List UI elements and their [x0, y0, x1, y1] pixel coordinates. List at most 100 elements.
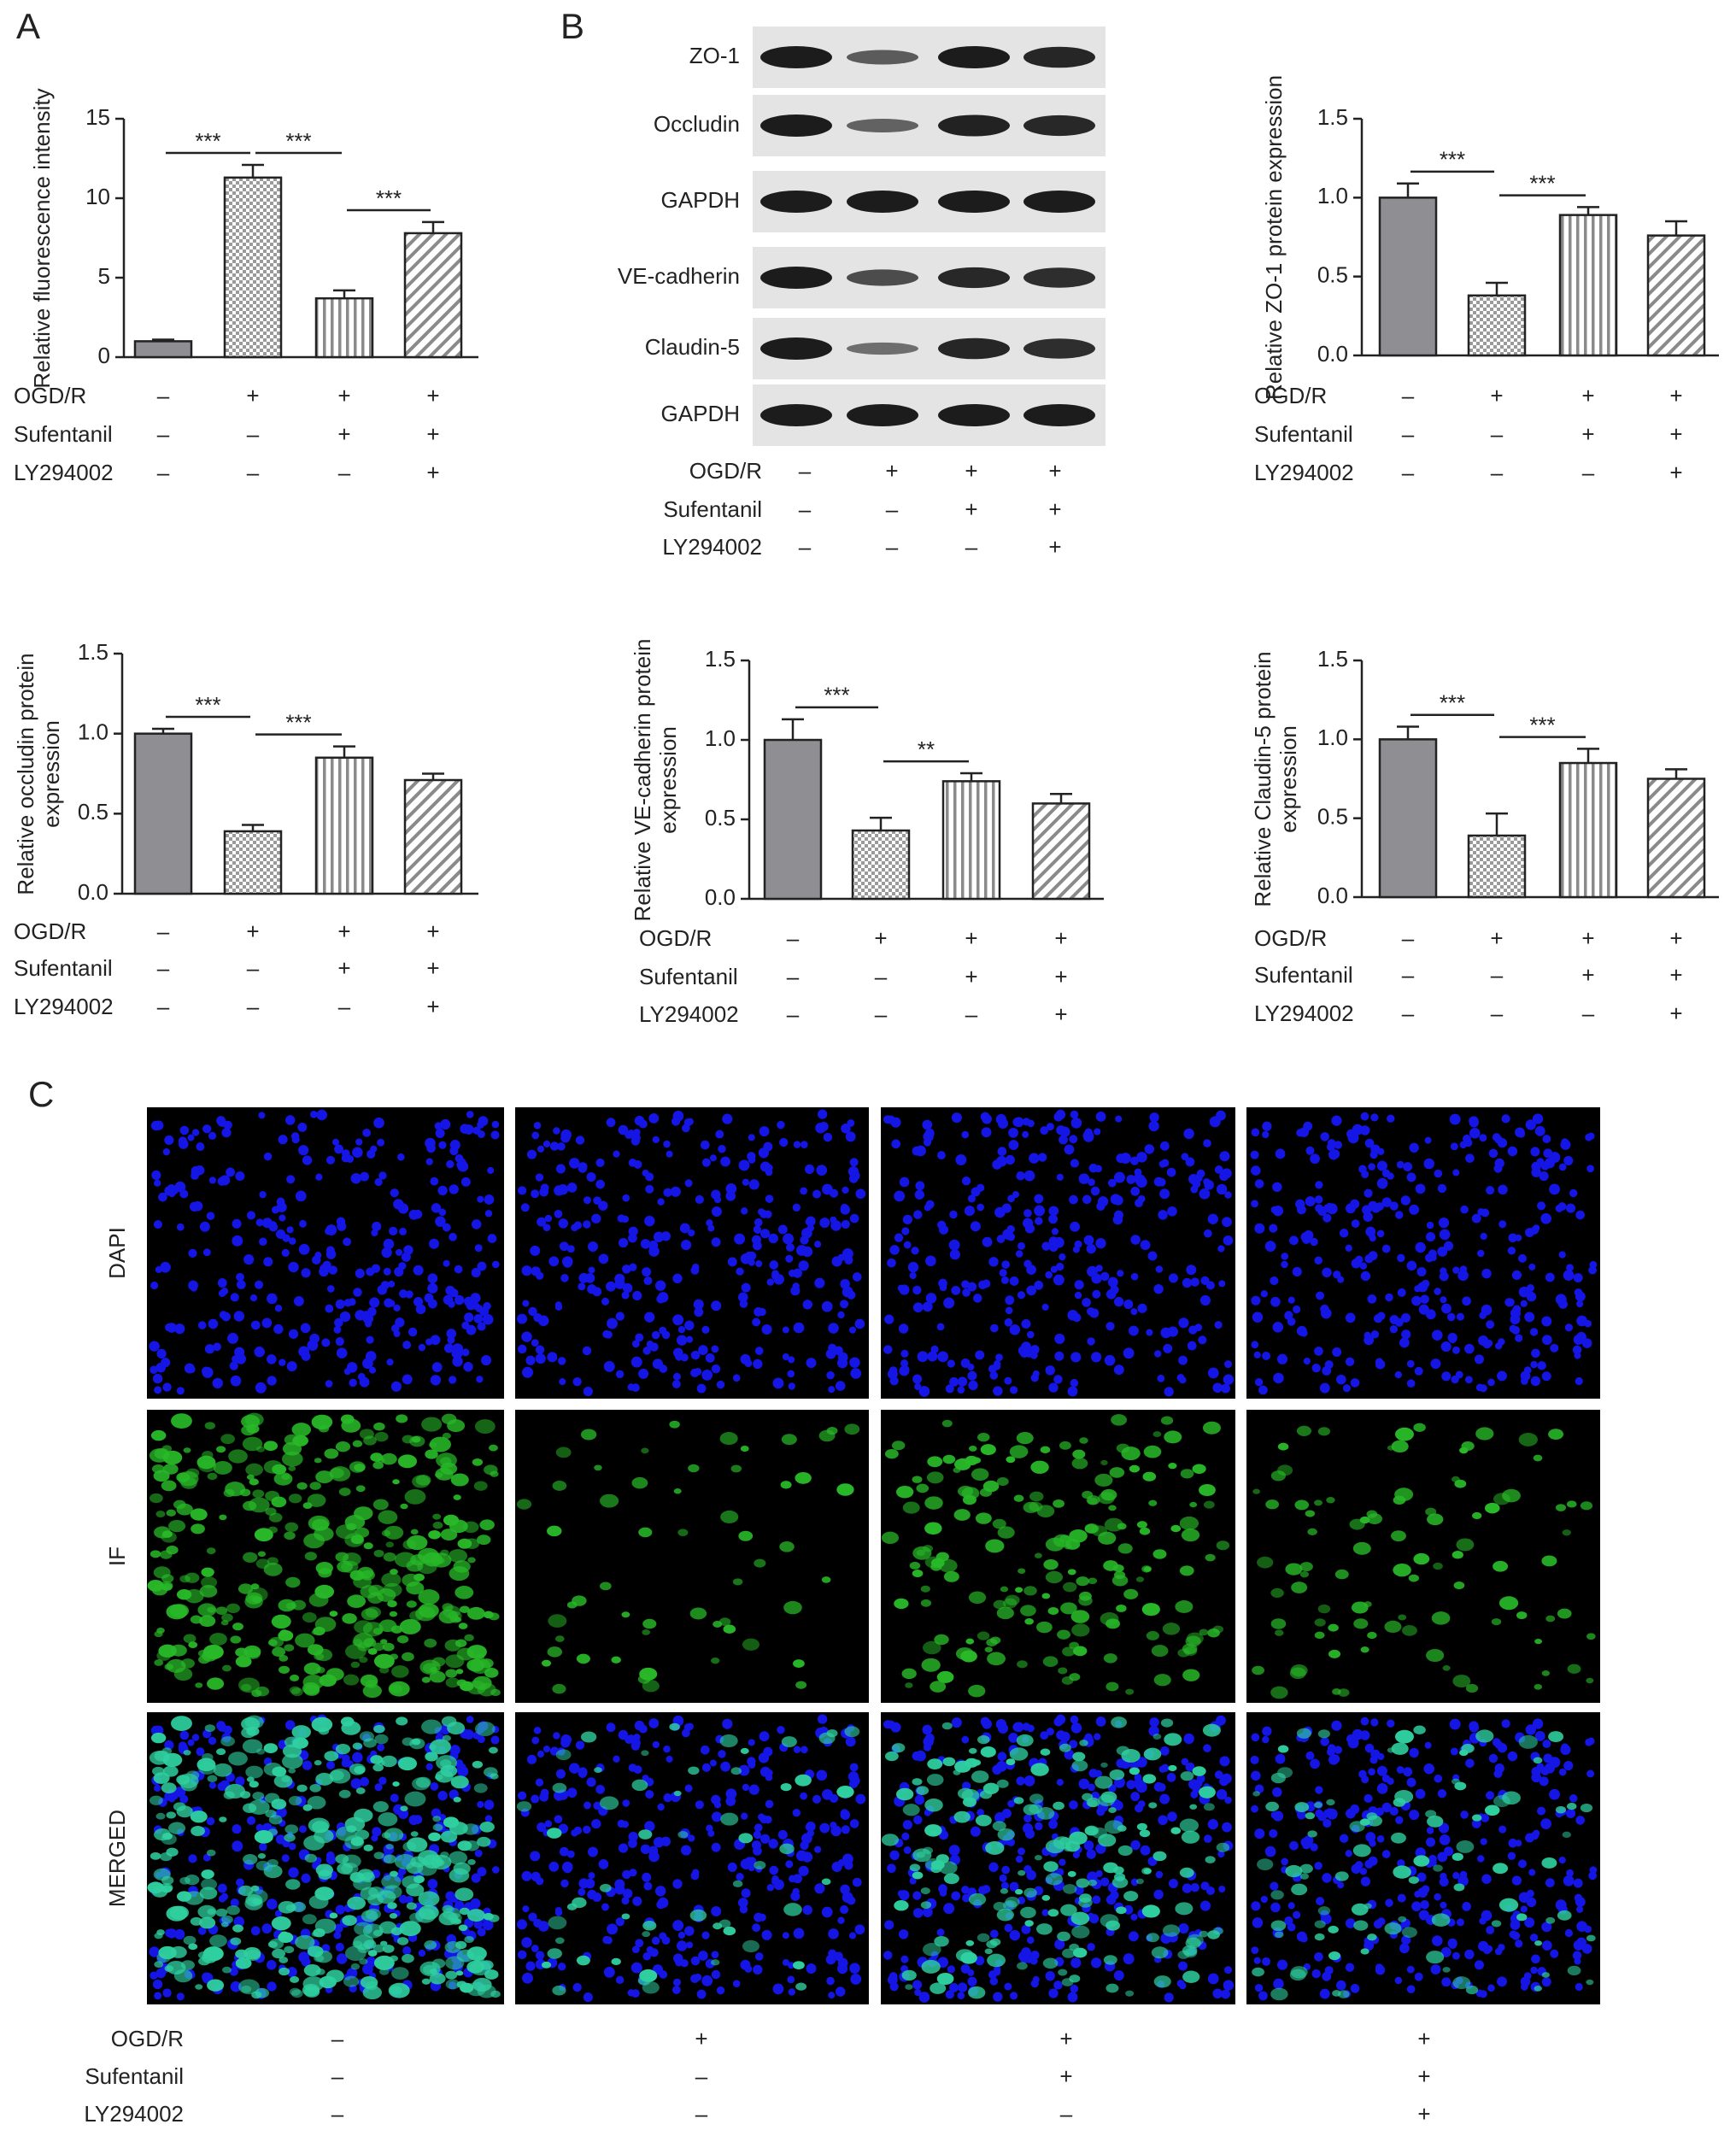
nucleus: [443, 1294, 454, 1306]
nucleus: [1530, 1360, 1538, 1369]
nucleus: [684, 1926, 695, 1936]
nucleus: [1411, 1901, 1422, 1912]
nucleus: [1137, 1303, 1147, 1313]
if-signal: [472, 1977, 492, 1992]
nucleus: [368, 1366, 377, 1374]
if-signal: [382, 1944, 395, 1953]
nucleus: [753, 1225, 761, 1234]
nucleus: [1078, 1173, 1090, 1184]
nucleus: [889, 1850, 900, 1861]
nucleus: [1358, 1769, 1367, 1779]
blot-band: [847, 342, 918, 355]
nucleus: [425, 1158, 433, 1165]
if-signal: [241, 1683, 252, 1692]
if-signal: [443, 1816, 460, 1828]
nucleus: [560, 1129, 572, 1141]
blot-band: [760, 267, 832, 289]
if-signal: [968, 1445, 977, 1452]
nucleus: [961, 1280, 970, 1288]
nucleus: [837, 1253, 846, 1262]
if-signal: [1285, 1563, 1303, 1576]
if-signal: [1059, 1441, 1071, 1450]
nucleus: [1528, 1263, 1536, 1270]
nucleus: [1207, 1213, 1218, 1224]
nucleus: [518, 1186, 527, 1195]
if-signal: [1064, 1543, 1072, 1550]
nucleus: [819, 1822, 830, 1834]
if-signal: [479, 1519, 495, 1530]
nucleus: [255, 1218, 264, 1227]
condition-sign: +: [426, 460, 439, 485]
nucleus: [187, 1134, 195, 1141]
if-signal: [971, 1770, 989, 1783]
nucleus: [914, 1189, 925, 1200]
nucleus: [531, 1945, 539, 1952]
nucleus: [1199, 1294, 1211, 1306]
if-signal: [442, 1603, 454, 1611]
if-signal: [1069, 1975, 1081, 1983]
nucleus: [1424, 1136, 1432, 1144]
if-signal: [209, 1633, 227, 1646]
nucleus: [230, 1375, 242, 1387]
nucleus: [286, 1361, 297, 1372]
nucleus: [1569, 1188, 1578, 1198]
nucleus: [1487, 1378, 1495, 1387]
if-signal: [1257, 1556, 1274, 1569]
nucleus: [1260, 1290, 1269, 1298]
nucleus: [640, 1239, 651, 1249]
if-signal: [272, 1646, 286, 1657]
if-signal: [1451, 1476, 1460, 1482]
nucleus: [1507, 1851, 1516, 1861]
if-signal: [1364, 1601, 1372, 1607]
nucleus: [1406, 1985, 1416, 1994]
if-signal: [154, 1961, 164, 1968]
nucleus: [818, 1109, 828, 1119]
nucleus: [1316, 1897, 1325, 1906]
if-signal: [271, 1916, 291, 1931]
if-signal: [347, 1896, 367, 1910]
if-signal: [410, 1831, 419, 1837]
nucleus: [711, 1969, 721, 1980]
nucleus: [615, 1312, 625, 1321]
nucleus: [840, 1884, 850, 1895]
nucleus: [1070, 1984, 1079, 1993]
if-signal: [836, 1483, 854, 1496]
if-signal: [490, 1773, 499, 1780]
if-signal: [1337, 1990, 1350, 1998]
if-signal: [466, 1909, 485, 1922]
nucleus: [237, 1280, 246, 1289]
if-signal: [1516, 1913, 1528, 1922]
nucleus: [1082, 1194, 1092, 1205]
if-signal: [245, 1463, 263, 1476]
nucleus: [1368, 1768, 1375, 1776]
nucleus: [162, 1382, 172, 1392]
if-signal: [1391, 1530, 1406, 1542]
nucleus: [741, 1282, 751, 1293]
nucleus: [769, 1260, 779, 1270]
if-signal: [271, 1614, 291, 1629]
nucleus: [1452, 1346, 1460, 1354]
error-bar: [1486, 812, 1508, 836]
if-signal: [402, 1875, 420, 1889]
nucleus: [1153, 1283, 1164, 1294]
nucleus: [604, 1936, 613, 1945]
bar: [133, 732, 193, 895]
nucleus: [1486, 1925, 1495, 1934]
if-signal: [418, 1904, 439, 1920]
nucleus: [1415, 1241, 1426, 1253]
if-signal: [1113, 1570, 1126, 1580]
nucleus: [1157, 1783, 1166, 1792]
if-signal: [335, 1854, 349, 1864]
if-signal: [285, 1904, 296, 1912]
nucleus: [651, 1936, 660, 1945]
if-signal: [1069, 1831, 1088, 1845]
nucleus: [711, 1237, 721, 1247]
nucleus: [566, 1850, 575, 1858]
nucleus: [1479, 1312, 1487, 1319]
nucleus: [587, 1846, 598, 1857]
nucleus: [571, 1828, 578, 1837]
condition-sign: –: [1402, 925, 1415, 951]
if-signal: [1317, 1604, 1331, 1614]
if-signal: [1042, 1957, 1059, 1969]
